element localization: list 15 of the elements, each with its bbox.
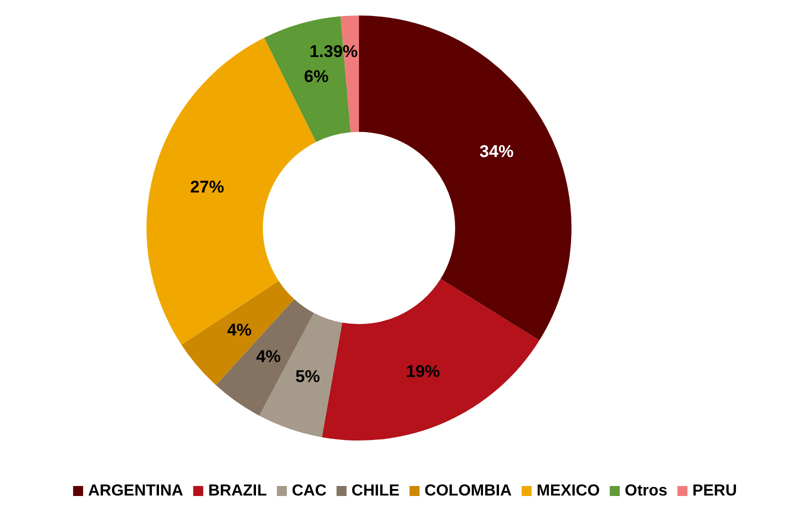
legend-label: COLOMBIA (424, 482, 512, 500)
data-label: 4% (227, 320, 252, 340)
data-label: 5% (295, 367, 320, 386)
legend-label: ARGENTINA (88, 482, 184, 500)
legend-label: BRAZIL (208, 482, 268, 500)
legend-label: CHILE (352, 482, 400, 500)
data-label: 6% (304, 67, 329, 86)
legend-label: CAC (292, 482, 327, 500)
legend-label: MEXICO (536, 482, 600, 500)
data-label: 27% (190, 178, 224, 197)
legend-label: PERU (692, 482, 737, 500)
legend-label: Otros (624, 482, 668, 500)
data-label: 19% (406, 362, 440, 382)
data-label: 34% (480, 142, 514, 162)
data-label: 4% (256, 347, 281, 366)
